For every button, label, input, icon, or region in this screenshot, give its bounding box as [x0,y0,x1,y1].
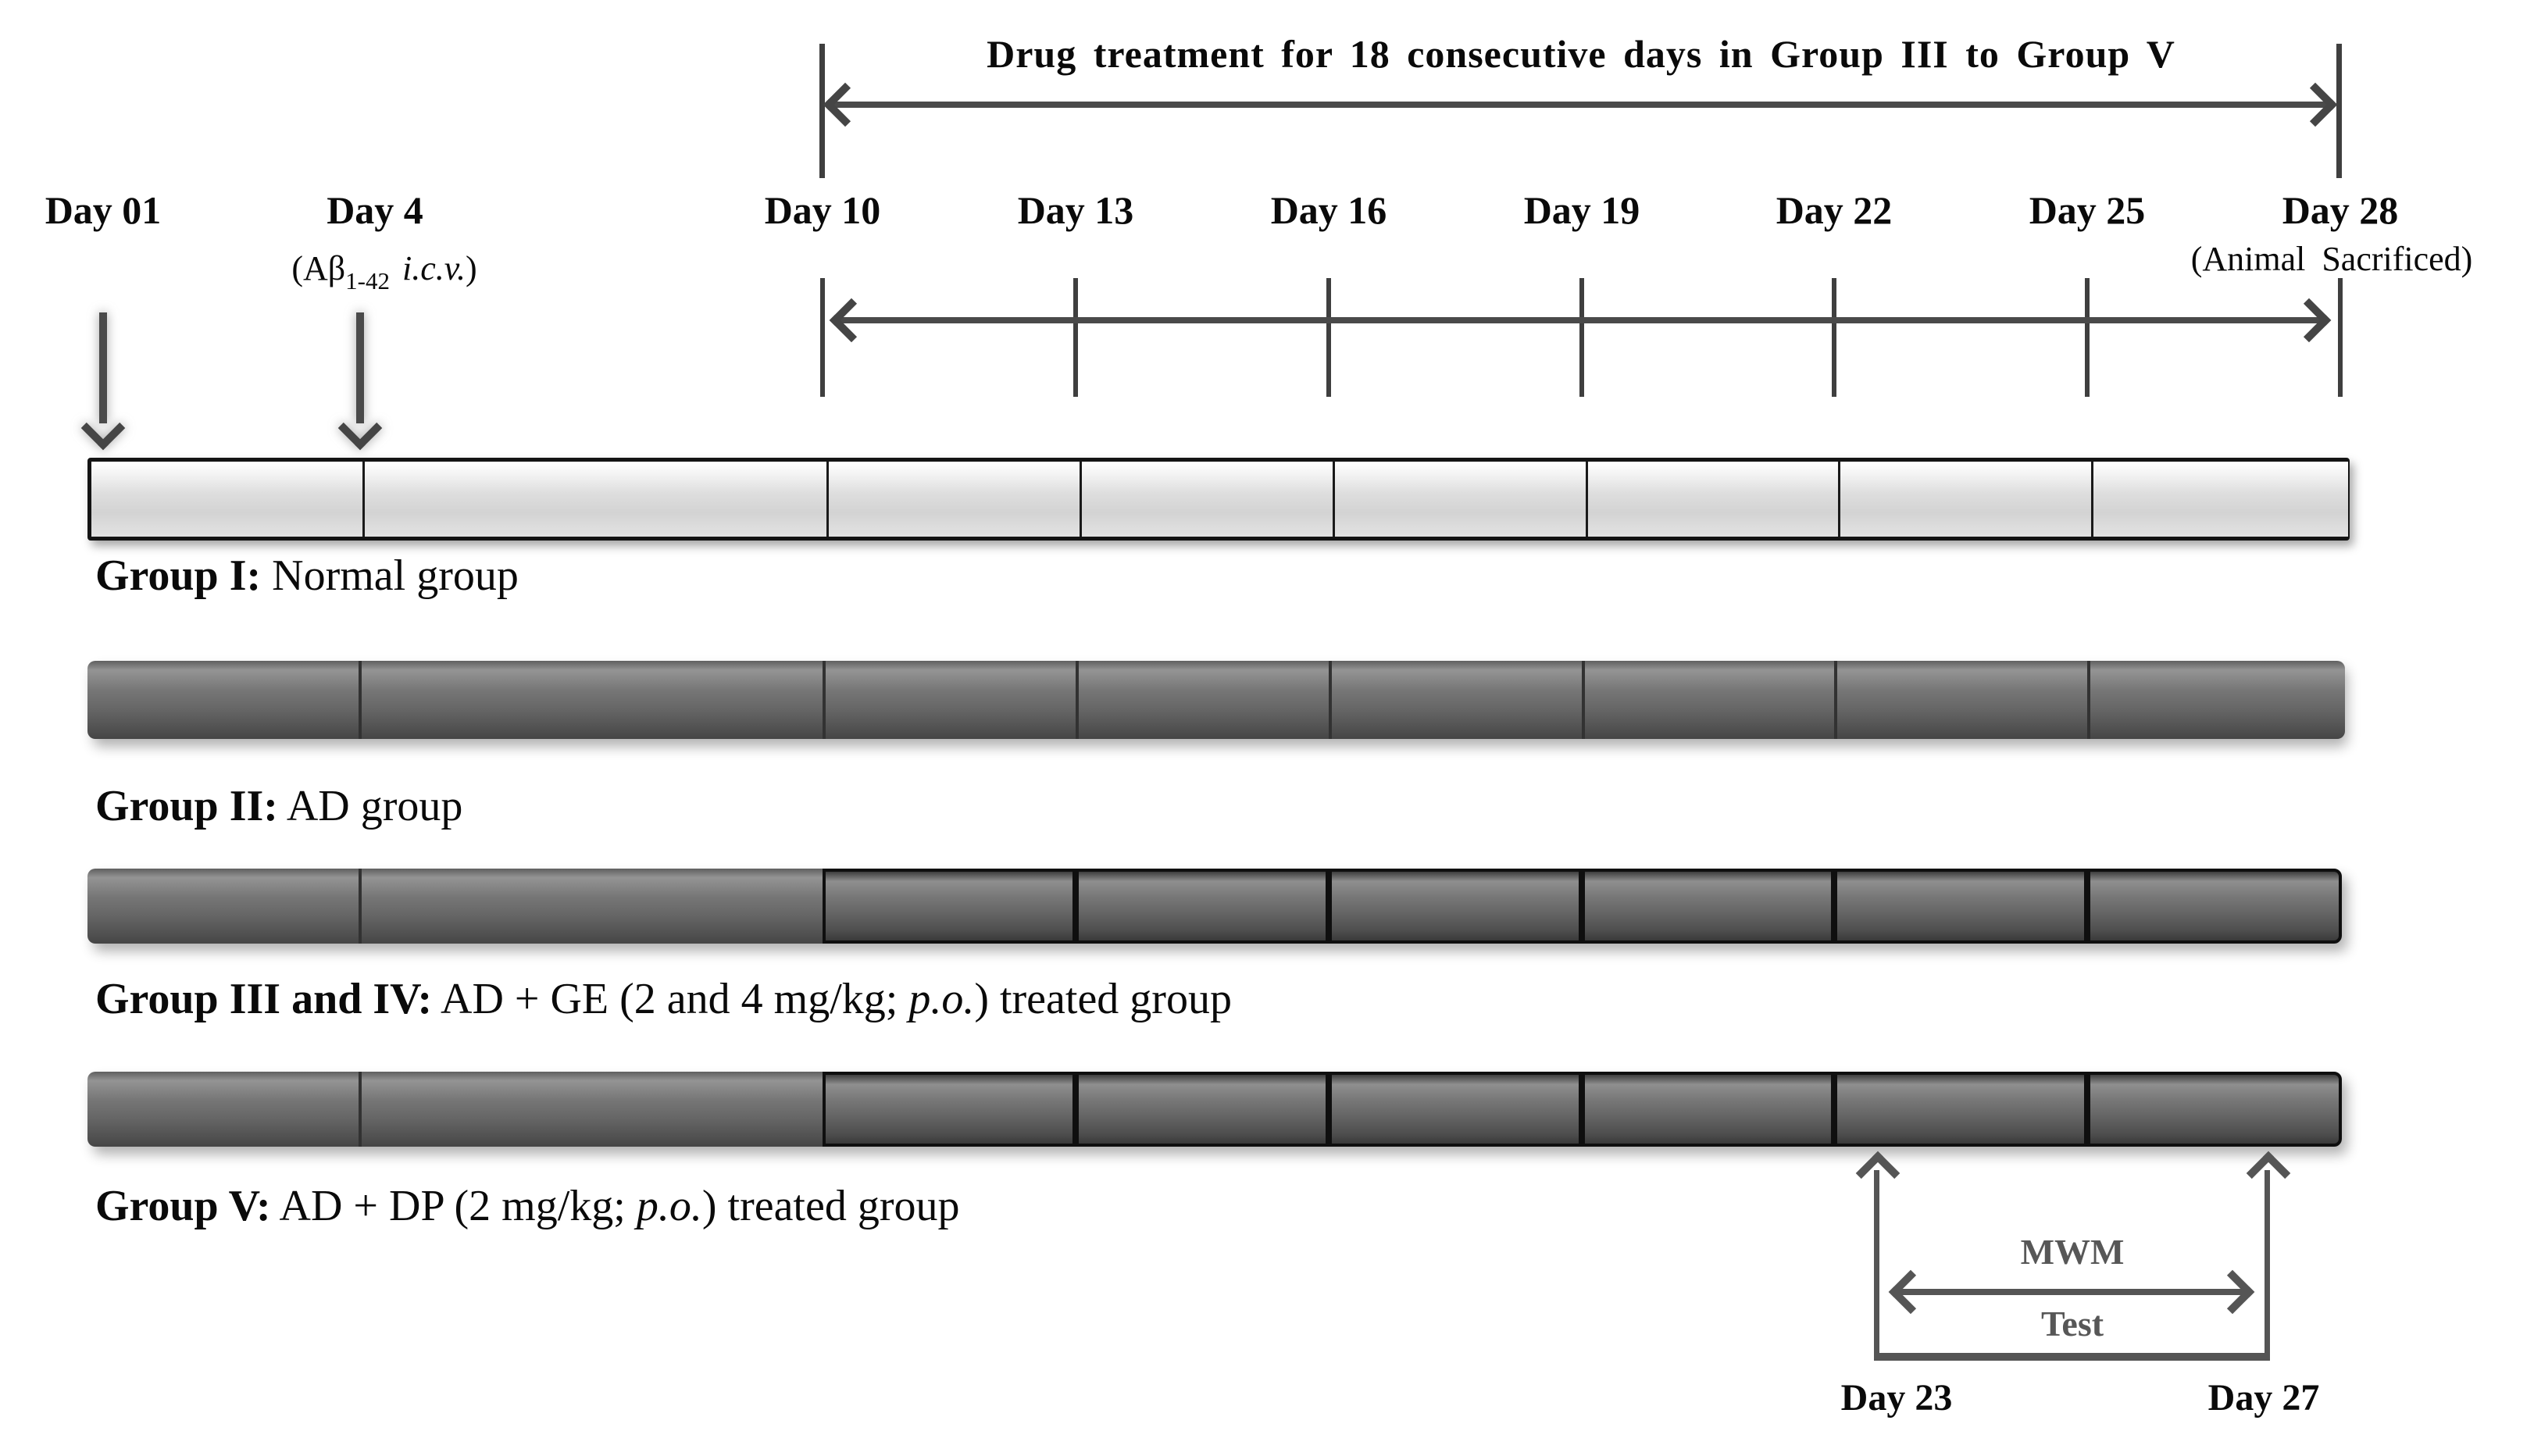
mwm-test-label: Test [2040,1304,2104,1344]
day-label: Day 22 [1776,188,1893,232]
timeline-segment [1586,462,1840,537]
mwm-bracket-baseline [1874,1353,2270,1361]
day-tick [1073,278,1078,397]
group5-label-bold: Group V: [95,1182,271,1230]
day-tick [1832,278,1836,397]
treatment-segment [2087,1072,2342,1147]
timeline-segment [1076,661,1332,739]
treatment-segment [1582,1072,1834,1147]
group3-4-label-bold: Group III and IV: [95,975,433,1023]
group5-label-text: AD + DP (2 mg/kg; [270,1182,637,1230]
treatment-segment [1834,869,2087,944]
treatment-segment [1582,869,1834,944]
arrowhead-right-icon [2286,298,2332,343]
ab-suffix: ) [466,249,477,287]
timeline-segment [2091,462,2348,537]
arrow-shaft [99,312,107,423]
treatment-segment [1329,1072,1582,1147]
arrowhead-up-icon [1855,1151,1900,1196]
timeline-segment [91,462,362,537]
timeline-segment [87,869,359,944]
group1-label-text: Normal group [261,551,519,600]
timeline-segment [359,869,826,944]
day-label: Day 01 [45,188,162,232]
timeline-span-arrow [834,317,2328,323]
mwm-end-day-label: Day 27 [2207,1377,2320,1419]
group5-label: Group V: AD + DP (2 mg/kg; p.o.) treated… [95,1182,960,1230]
day-label: Day 25 [2029,188,2146,232]
timeline-segment [1834,661,2090,739]
arrowhead-up-icon [2246,1151,2291,1196]
timeline-segment [1582,661,1837,739]
mwm-start-day-label: Day 23 [1840,1377,1953,1419]
ab-subscript: 1-42 [345,267,390,294]
timeline-segment [359,1072,826,1147]
timeline-segment [826,462,1082,537]
treatment-duration-title: Drug treatment for 18 consecutive days i… [987,32,2175,76]
group3-4-label: Group III and IV: AD + GE (2 and 4 mg/kg… [95,975,1232,1023]
timeline-segment [1333,462,1588,537]
mwm-end-arrow-line [2265,1170,2270,1359]
day-label: Day 13 [1017,188,1134,232]
treatment-segment [1076,869,1329,944]
group1-timeline-bar [87,458,2350,541]
group2-label: Group II: AD group [95,781,462,831]
mwm-duration-arrow [1893,1289,2251,1295]
day-tick [1579,278,1584,397]
arrow-shaft [356,312,364,423]
group3-4-label-text: AD + GE (2 and 4 mg/kg; [432,975,909,1023]
treatment-span-left-endbar [819,44,825,178]
group2-label-text: AD group [277,782,463,830]
group1-label-bold: Group I: [95,551,262,600]
arrowhead-down-icon [80,405,126,451]
day-label: Day 16 [1270,188,1387,232]
arrowhead-left-icon [829,298,874,343]
group5-timeline-bar [87,1072,2342,1147]
day-tick [820,278,825,397]
timeline-segment [1329,661,1585,739]
day-tick [1326,278,1331,397]
day-label: Day 28 [2282,188,2399,232]
arrowhead-left-icon [823,82,868,127]
arrowhead-down-icon [337,405,383,451]
group1-label: Group I: Normal group [95,551,519,601]
arrowhead-left-icon [1888,1269,1933,1315]
arrowhead-right-icon [2210,1269,2255,1315]
timeline-segment [87,661,359,739]
day-tick [2338,278,2343,397]
timeline-segment [362,462,829,537]
ab-prefix: (Aβ [291,249,346,287]
day4-injection-note: (Aβ1-42 i.c.v.) [291,248,476,295]
day28-sacrifice-note: (Animal Sacrificed) [2190,240,2473,278]
timeline-segment [823,661,1079,739]
treatment-span-right-endbar [2336,44,2342,178]
timeline-segment [87,1072,359,1147]
group2-label-bold: Group II: [95,782,278,830]
treatment-segment [823,869,1076,944]
treatment-segment [1329,869,1582,944]
day-tick [2085,278,2090,397]
day-label: Day 10 [764,188,881,232]
treatment-segment [1834,1072,2087,1147]
timeline-segment [2087,661,2345,739]
po-italic: p.o. [908,975,975,1023]
group2-timeline-bar [87,661,2345,739]
icv-italic: i.c.v. [402,249,466,287]
mwm-start-arrow-line [1874,1170,1879,1359]
day-label: Day 4 [327,188,423,232]
timeline-segment [359,661,826,739]
treatment-segment [2087,869,2342,944]
treatment-span-arrow [828,102,2334,108]
mwm-label: MWM [2020,1232,2125,1272]
timeline-segment [1838,462,2093,537]
timeline-segment [1080,462,1335,537]
day-label: Day 19 [1523,188,1640,232]
arrowhead-right-icon [2293,82,2338,127]
po-italic: p.o. [636,1182,702,1230]
treatment-segment [823,1072,1076,1147]
group3-4-timeline-bar [87,869,2342,944]
treatment-segment [1076,1072,1329,1147]
